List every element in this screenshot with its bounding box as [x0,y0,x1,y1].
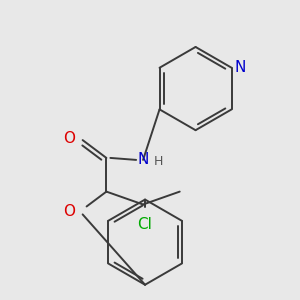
Text: N: N [137,152,149,167]
Text: O: O [63,204,75,219]
Text: H: H [154,155,164,168]
Text: Cl: Cl [138,218,152,232]
Text: O: O [63,130,75,146]
Text: N: N [235,60,246,75]
